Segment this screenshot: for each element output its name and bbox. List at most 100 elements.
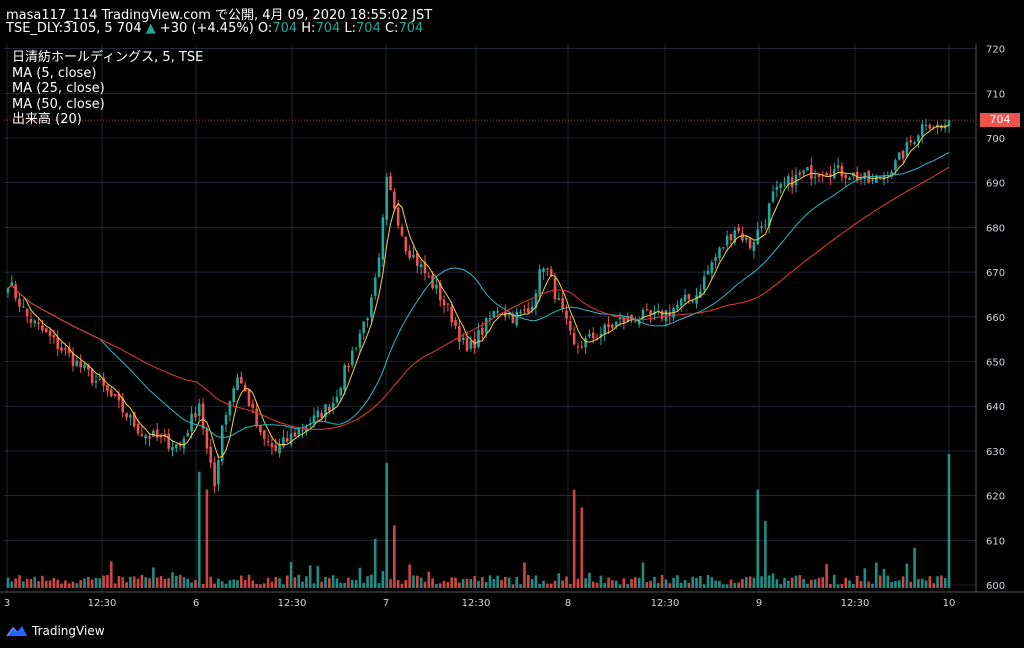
- volume-bar: [756, 489, 760, 588]
- legend-symbol[interactable]: 日清紡ホールディングス, 5, TSE: [12, 50, 204, 65]
- volume-bar: [289, 562, 293, 588]
- candle-body: [125, 412, 128, 418]
- candle-body: [373, 277, 377, 297]
- volume-bar: [113, 583, 117, 588]
- candle-body: [320, 412, 323, 419]
- volume-bar: [209, 576, 213, 588]
- candle-body: [481, 327, 484, 335]
- volume-bar: [863, 568, 867, 588]
- x-tick-label: 3: [4, 598, 10, 609]
- candle-body: [691, 301, 695, 303]
- x-tick-label: 12:30: [278, 598, 307, 609]
- candle-body: [676, 304, 679, 309]
- high-label: H:: [301, 21, 316, 36]
- volume-bar: [523, 562, 526, 588]
- price-chart[interactable]: 7207107006906806706606506406306206106003…: [0, 40, 1024, 612]
- candle-body: [779, 183, 782, 188]
- candle-body: [756, 229, 760, 245]
- volume-bar: [752, 577, 756, 588]
- candle-body: [584, 338, 587, 348]
- volume-bar: [607, 577, 610, 588]
- candle-body: [347, 366, 350, 368]
- candle-body: [622, 316, 626, 323]
- legend-ma50[interactable]: MA (50, close): [12, 96, 105, 112]
- volume-bar: [48, 580, 52, 588]
- candle-body: [240, 376, 243, 384]
- volume-bar: [503, 576, 507, 588]
- candle-body: [848, 178, 851, 181]
- low-value: 704: [356, 21, 381, 36]
- volume-bar: [389, 579, 392, 588]
- volume-bar: [542, 580, 545, 588]
- candle-body: [924, 124, 928, 126]
- x-tick-label: 6: [193, 598, 199, 609]
- volume-bar: [377, 583, 381, 588]
- x-tick-label: 7: [383, 598, 389, 609]
- volume-bar: [806, 583, 809, 588]
- candle-body: [259, 425, 262, 433]
- candle-body: [52, 334, 56, 338]
- symbol-label: TSE_DLY:3105, 5 704: [6, 21, 142, 36]
- candle-body: [840, 166, 844, 177]
- candle-body: [798, 172, 802, 175]
- candle-body: [626, 316, 629, 323]
- candle-body: [56, 337, 60, 350]
- volume-bar: [236, 580, 239, 588]
- candle-body: [140, 434, 144, 436]
- y-tick-label: 640: [986, 402, 1005, 413]
- candle-body: [431, 275, 434, 289]
- candle-body: [182, 438, 186, 449]
- candle-body: [496, 311, 499, 313]
- volume-bar: [301, 581, 304, 588]
- candle-body: [370, 297, 373, 318]
- candle-body: [438, 282, 442, 301]
- candle-body: [423, 262, 427, 274]
- candle-body: [113, 394, 117, 396]
- candle-body: [752, 242, 756, 251]
- candle-body: [618, 317, 622, 320]
- legend-ma5[interactable]: MA (5, close): [12, 65, 97, 81]
- volume-bar: [243, 579, 247, 588]
- volume-bar: [385, 462, 388, 588]
- volume-bar: [278, 578, 281, 588]
- candle-body: [400, 226, 404, 236]
- volume-bar: [626, 584, 629, 588]
- candle-body: [312, 415, 316, 423]
- volume-bar: [458, 582, 461, 588]
- candle-body: [6, 288, 10, 293]
- volume-bar: [928, 576, 932, 588]
- volume-bar: [415, 575, 419, 588]
- volume-bar: [699, 576, 702, 588]
- volume-bar: [829, 584, 832, 588]
- volume-bar: [167, 578, 170, 588]
- volume-bar: [293, 577, 297, 588]
- candle-body: [855, 171, 859, 181]
- tradingview-logo[interactable]: TradingView: [6, 624, 105, 638]
- candle-body: [729, 234, 733, 241]
- volume-bar: [328, 578, 331, 588]
- candle-body: [469, 340, 473, 349]
- volume-bar: [373, 538, 377, 588]
- volume-bar: [106, 574, 109, 588]
- volume-bar: [683, 580, 687, 588]
- volume-bar: [549, 583, 553, 588]
- up-arrow-icon: ▲: [145, 21, 156, 36]
- candle-body: [737, 227, 740, 232]
- candle-body: [890, 171, 893, 177]
- legend-volume[interactable]: 出来高 (20): [12, 112, 82, 127]
- volume-bar: [354, 580, 358, 588]
- candle-body: [825, 173, 828, 176]
- volume-bar: [64, 580, 67, 588]
- candle-body: [293, 432, 297, 437]
- candle-body: [714, 257, 717, 261]
- candle-body: [14, 284, 17, 299]
- volume-bar: [859, 581, 863, 588]
- candle-body: [98, 378, 102, 380]
- candle-body: [381, 217, 385, 260]
- candle-body: [917, 135, 920, 142]
- volume-bar: [576, 578, 580, 588]
- candle-body: [863, 172, 867, 180]
- volume-bar: [400, 583, 404, 588]
- legend-ma25[interactable]: MA (25, close): [12, 81, 105, 96]
- candle-body: [377, 257, 381, 278]
